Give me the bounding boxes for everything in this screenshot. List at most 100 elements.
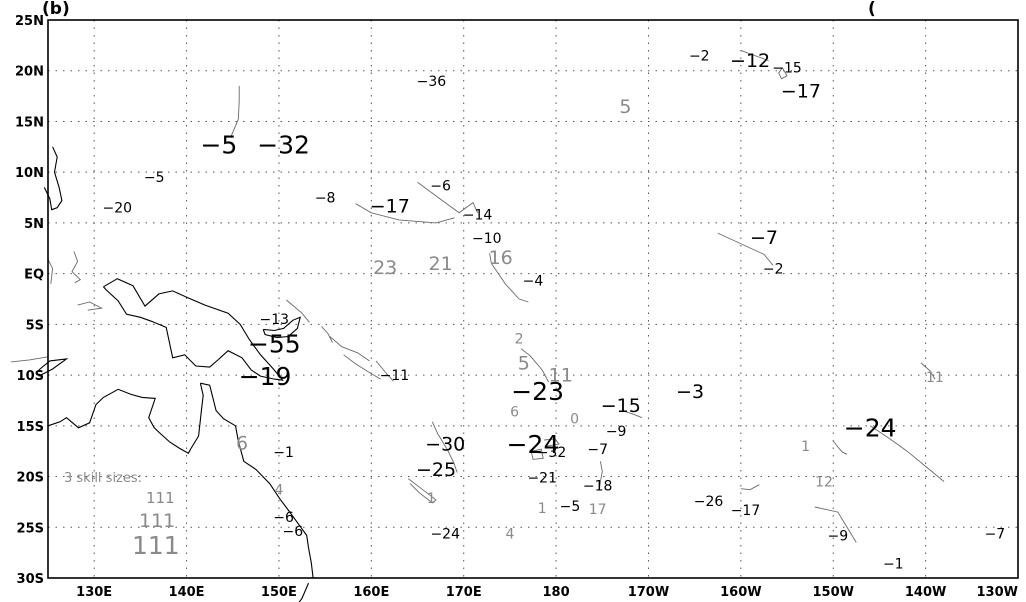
station-value-16: −2 (763, 261, 784, 277)
station-value-49: 1 (538, 501, 547, 517)
station-value-11: −17 (370, 195, 410, 217)
station-value-31: −15 (601, 395, 641, 417)
lat-label-11: 30S (17, 572, 44, 587)
lat-label-5: EQ (24, 268, 44, 283)
station-value-53: −17 (731, 503, 761, 519)
station-value-7: −32 (257, 131, 310, 160)
lat-label-0: 25N (15, 14, 44, 29)
station-value-33: −9 (606, 424, 627, 440)
station-value-55: −6 (282, 524, 303, 540)
coast-hawaii-chain (740, 49, 769, 62)
station-value-51: 17 (589, 502, 607, 518)
station-value-25: 11 (549, 365, 573, 387)
station-value-28: −23 (511, 377, 564, 406)
lat-label-9: 20S (17, 471, 44, 486)
station-value-17: 23 (373, 257, 397, 279)
station-value-9: −20 (103, 201, 133, 217)
station-value-12: −6 (430, 178, 451, 194)
station-value-15: −7 (750, 227, 778, 249)
station-value-13: −14 (463, 208, 493, 224)
coast-halmahera (71, 251, 82, 284)
station-value-32: −3 (676, 381, 704, 403)
map-frame (47, 19, 1019, 579)
station-value-10: −8 (315, 190, 336, 206)
lat-label-7: 10S (17, 369, 44, 384)
coast-marshalls (417, 181, 479, 214)
coast-new-caledonia (408, 478, 437, 504)
station-value-3: −17 (781, 81, 821, 103)
station-value-52: −26 (694, 494, 724, 510)
lat-label-6: 5S (26, 318, 44, 333)
lon-label-0: 130E (76, 585, 112, 600)
station-value-48: 1 (427, 491, 436, 507)
lon-label-9: 140W (905, 585, 946, 600)
station-value-35: 6 (236, 433, 248, 455)
legend-sample-large: 111 (132, 531, 180, 560)
lon-label-8: 150W (812, 585, 853, 600)
latitude-labels: 25N 20N 15N 10N 5N EQ 5S 10S 15S 20S 25S 30S (15, 14, 44, 587)
station-value-37: −30 (425, 434, 465, 456)
legend-sample-small: 111 (146, 489, 175, 507)
coast-solomons-c (375, 360, 394, 382)
station-value-43: −25 (416, 459, 456, 481)
coast-flores (10, 356, 49, 363)
lat-label-2: 15N (15, 115, 44, 130)
station-value-21: −13 (260, 312, 290, 328)
coast-seram (77, 301, 104, 311)
station-value-36: −1 (273, 445, 294, 461)
coast-bougainville (321, 326, 333, 343)
figure-title-left: (b) (42, 0, 70, 19)
coast-new-ireland (286, 299, 310, 323)
station-value-30: 0 (570, 412, 579, 428)
coast-new-britain (262, 316, 301, 339)
coast-society (832, 440, 848, 455)
station-value-44: −21 (527, 470, 557, 486)
coast-vanuatu (431, 421, 458, 473)
longitude-labels: 130E 140E 150E 160E 170E 180 170W 160W 150W 140W 1… (76, 585, 1018, 600)
station-value-27: −11 (380, 368, 410, 384)
coast-gilberts (489, 253, 529, 303)
skill-size-legend: 3 skill sizes: 111 111 111 (64, 471, 180, 560)
coast-tuamotu (869, 425, 945, 482)
station-value-60: −1 (883, 557, 904, 573)
station-value-50: −5 (560, 499, 581, 515)
station-value-58: −9 (828, 528, 849, 544)
station-value-47: 4 (274, 483, 283, 499)
lon-label-6: 170W (628, 585, 669, 600)
legend-sample-medium: 111 (139, 510, 175, 532)
coast-solomons-a (329, 336, 370, 362)
station-value-46: 12 (815, 475, 833, 491)
coast-carolines (355, 203, 455, 224)
station-value-59: −7 (985, 526, 1006, 542)
coast-marianas (230, 85, 240, 137)
coast-tonga (599, 461, 603, 489)
station-value-45: −18 (583, 479, 613, 495)
station-skill-values: −2 −12 −15−175−36−5 −32−5−20−8 −17−6−14−10 −7… (103, 48, 1006, 572)
coast-philippines (43, 146, 63, 211)
coast-fiji (530, 448, 544, 460)
station-value-23: 2 (515, 331, 524, 347)
coast-vanua-levu (544, 438, 560, 447)
station-value-5: −36 (417, 74, 447, 90)
station-value-4: 5 (619, 96, 631, 118)
lon-label-7: 160W (720, 585, 761, 600)
lat-label-3: 10N (15, 166, 44, 181)
lon-label-4: 170E (446, 585, 482, 600)
station-value-22: −55 (248, 329, 301, 358)
station-value-0: −2 (689, 48, 710, 64)
station-value-19: 16 (489, 247, 513, 269)
lon-label-1: 140E (169, 585, 205, 600)
lat-label-8: 15S (17, 420, 44, 435)
station-value-42: 1 (801, 439, 810, 455)
legend-title: 3 skill sizes: (64, 471, 142, 486)
station-value-1: −12 (730, 50, 770, 72)
station-value-57: 4 (505, 526, 514, 542)
station-value-8: −5 (144, 170, 165, 186)
lon-label-3: 160E (353, 585, 389, 600)
map-grid (48, 20, 1018, 578)
coastlines (10, 49, 945, 602)
station-value-2: −15 (772, 61, 802, 77)
station-value-6: −5 (200, 131, 237, 160)
coast-sulawesi-east (47, 259, 54, 284)
